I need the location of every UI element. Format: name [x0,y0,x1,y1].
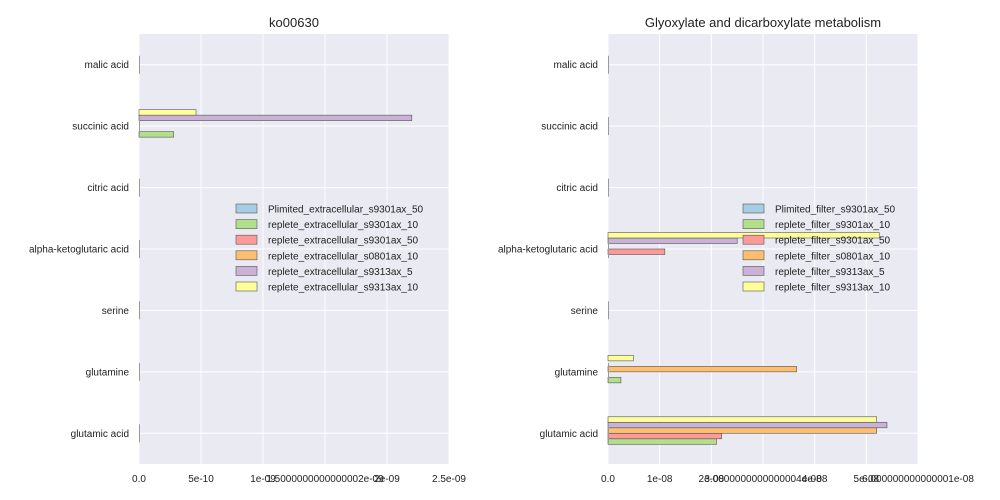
x-tick-label: 3.0000000000000004e-08 [704,474,822,485]
x-tick-label: 2e-09 [374,474,400,485]
bar [138,109,197,116]
legend-label: replete_extracellular_s9313ax_10 [268,283,419,294]
chart-panel-right: Glyoxylate and dicarboxylate metabolism … [498,15,974,485]
legend-label: replete_filter_s0801ax_10 [775,251,891,262]
y-tick-label: malic acid [554,60,598,71]
y-tick-label: succinic acid [72,122,129,133]
y-tick-label: serine [571,306,599,317]
x-tick-label: 2e-08 [699,474,725,485]
y-tick-label: glutamic acid [540,429,598,440]
y-tick-labels-right: malic acid succinic acid citric acid alpha-… [498,60,599,440]
x-tick-label: 4e-08 [802,474,828,485]
legend-swatch [742,250,765,261]
x-tick-label: 0.0 [132,474,146,485]
x-tick-label: 5e-08 [854,474,880,485]
x-tick-label: 0.0 [601,474,615,485]
x-tick-labels-left: 0.0 5e-10 1e-091.5000000000000002e-092e-09… [132,474,466,485]
chart-title-left: ko00630 [269,15,319,30]
bar [138,131,175,138]
legend-label: replete_extracellular_s9301ax_50 [268,236,419,247]
legend-label: replete_filter_s9313ax_10 [775,283,891,294]
bars-left [138,55,413,443]
legend-label: replete_filter_s9301ax_50 [775,236,891,247]
x-tick-label: 6.000000000000001e-08 [862,474,974,485]
x-tick-label: 1e-09 [250,474,276,485]
x-tick-label: 1.5000000000000002e-09 [266,474,384,485]
gridlines-left [138,34,450,464]
y-tick-label: citric acid [87,183,129,194]
legend-label: Plimited_filter_s9301ax_50 [775,205,896,216]
chart-panel-left: ko00630 malic acid succinic acid citric ac… [29,15,466,485]
legend-left: Plimited_extracellular_s9301ax_50replete… [235,203,424,294]
bar [607,377,622,384]
bar [607,416,877,423]
legend-label: replete_extracellular_s9301ax_10 [268,220,419,231]
legend-label: replete_extracellular_s9313ax_5 [268,267,413,278]
x-tick-label: 5e-10 [188,474,214,485]
y-tick-label: malic acid [85,60,129,71]
y-tick-label: glutamine [86,367,130,378]
legend-swatch [235,234,258,245]
y-tick-labels-left: malic acid succinic acid citric acid alpha-… [29,60,130,440]
bar [607,438,717,445]
x-tick-label: 2.5e-09 [432,474,466,485]
legend-label: replete_filter_s9313ax_5 [775,267,885,278]
legend-swatch [235,281,258,292]
bar [138,114,413,121]
y-tick-label: serine [102,306,130,317]
legend-swatch [742,234,765,245]
legend-label: replete_filter_s9301ax_10 [775,220,891,231]
y-tick-label: glutamic acid [71,429,129,440]
y-tick-label: succinic acid [541,122,598,133]
bar [607,237,738,244]
y-tick-label: alpha-ketoglutaric acid [498,245,598,256]
x-tick-labels-right: 0.0 1e-08 2e-083.0000000000000004e-084e-08… [601,474,974,485]
legend-swatch [742,219,765,229]
legend-swatch [235,203,258,214]
bar [607,421,888,429]
bar [607,355,634,362]
legend-swatch [742,281,765,292]
legend-label: replete_extracellular_s0801ax_10 [268,251,419,262]
legend-swatch [742,266,765,276]
legend-swatch [235,266,258,276]
x-tick-label: 1e-08 [647,474,673,485]
legend-swatch [235,250,258,261]
bar [607,427,877,434]
bar [607,248,666,255]
legend-label: Plimited_extracellular_s9301ax_50 [268,205,424,216]
y-tick-label: citric acid [556,183,598,194]
chart-title-right: Glyoxylate and dicarboxylate metabolism [645,15,881,30]
y-tick-label: alpha-ketoglutaric acid [29,245,129,256]
legend-right: Plimited_filter_s9301ax_50 replete_filter… [742,203,896,294]
bar [607,366,797,373]
legend-swatch [742,203,765,214]
legend-swatch [235,219,258,229]
bar [607,432,722,440]
y-tick-label: glutamine [555,367,599,378]
